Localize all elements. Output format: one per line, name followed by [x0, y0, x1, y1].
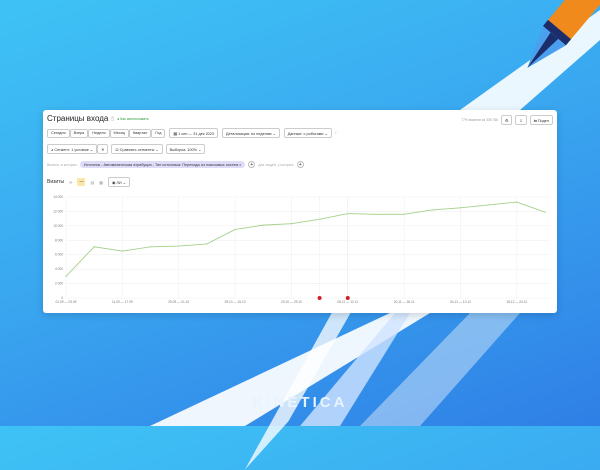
y-tick-label: 0: [61, 296, 63, 300]
date-range-picker[interactable]: ▦ 1 сен — 31 дек 2023: [169, 128, 219, 138]
visits-condition-label: Визиты, в которых: [47, 162, 77, 167]
data-point: [431, 209, 433, 211]
x-tick-label: 04.12 — 10.12: [450, 300, 471, 304]
x-tick-label: 18.12 — 24.12: [506, 300, 527, 304]
annotation-marker: [345, 296, 350, 300]
report-card: Страницы входа ▯ ● Как использовать 77% …: [43, 110, 557, 313]
period-today[interactable]: Сегодня: [47, 128, 70, 138]
scale-label: ЛИ: [116, 180, 122, 185]
add-visit-condition-button[interactable]: +: [248, 161, 256, 168]
sample-label: Выборка: 100%: [169, 147, 197, 152]
detail-label: Детализация: по неделям: [226, 131, 272, 136]
x-tick-label: 09.10 — 15.10: [225, 300, 246, 304]
info-icon: ●: [117, 116, 120, 121]
data-point: [234, 228, 236, 231]
date-range-label: 1 сен — 31 дек 2023: [178, 131, 215, 136]
period-week[interactable]: Неделя: [88, 128, 110, 138]
help-icon[interactable]: ⓘ: [333, 130, 338, 135]
period-month[interactable]: Месяц: [109, 128, 129, 138]
share-label: Подел: [537, 118, 549, 123]
segment-icon: ◕: [51, 147, 54, 152]
bookmark-icon[interactable]: ▯: [111, 115, 115, 122]
y-tick-label: 10 000: [53, 224, 63, 228]
y-tick-label: 12 000: [53, 209, 63, 213]
data-point: [459, 207, 462, 209]
how-to-use-link[interactable]: ● Как использовать: [117, 117, 149, 121]
data-point: [488, 204, 490, 206]
data-point: [206, 243, 208, 245]
x-tick-label: 06.11 — 12.11: [338, 300, 359, 304]
table-button[interactable]: ▦: [99, 179, 104, 185]
brand-logo: KINETICA: [252, 394, 348, 411]
data-point: [516, 201, 518, 203]
people-condition-label: для людей, у которых: [258, 162, 294, 167]
filter-chip-label: Источник - Автоматическая атрибуция - Ти…: [83, 162, 239, 167]
data-point: [544, 211, 546, 213]
remove-icon[interactable]: ×: [239, 162, 242, 167]
data-mode-dropdown[interactable]: Данные: с роботами ⌄: [283, 128, 332, 138]
filter-chip[interactable]: Источник - Автоматическая атрибуция - Ти…: [79, 161, 246, 168]
y-tick-label: 6 000: [55, 253, 63, 257]
y-tick-label: 14 000: [53, 195, 63, 199]
data-point: [121, 250, 123, 252]
period-yesterday[interactable]: Вчера: [69, 128, 89, 138]
data-point: [65, 275, 67, 277]
x-tick-label: 11.09 — 17.09: [112, 300, 133, 304]
data-point: [149, 246, 152, 248]
data-point: [403, 213, 405, 215]
pen-illustration: [527, 0, 600, 68]
data-mode-label: Данные: с роботами: [287, 131, 324, 136]
x-tick-label: 01.09 — 03.09: [56, 300, 77, 304]
compare-segments-dropdown[interactable]: ⚖ Сравнить сегменты ⌄: [111, 144, 163, 154]
x-tick-label: 25.09 — 01.10: [168, 300, 189, 304]
visitors-note: 77% визитов из 335 756: [461, 118, 498, 122]
period-year[interactable]: Год: [151, 128, 166, 138]
compare-label: Сравнить сегменты: [119, 147, 155, 152]
data-point: [93, 246, 95, 248]
sample-dropdown[interactable]: Выборка: 100% ⌄: [165, 144, 206, 154]
data-point: [290, 223, 293, 225]
period-quarter[interactable]: Квартал: [129, 128, 152, 138]
data-point: [375, 213, 377, 215]
compare-icon: ⚖: [115, 147, 119, 152]
detail-dropdown[interactable]: Детализация: по неделям ⌄: [222, 128, 280, 138]
scale-dropdown[interactable]: ◉ ЛИ ⌄: [108, 177, 130, 187]
how-to-use-label: Как использовать: [120, 116, 149, 121]
data-point: [178, 245, 180, 247]
refresh-icon[interactable]: ⟳: [69, 179, 73, 185]
metric-title: Визиты: [47, 179, 65, 185]
segment-label: Сегмент: 1 условие: [54, 147, 89, 152]
segment-dropdown[interactable]: ◕ Сегмент: 1 условие ⌄: [47, 144, 98, 154]
share-icon: ⇆: [533, 118, 537, 123]
scale-icon: ◉: [112, 180, 116, 185]
settings-button[interactable]: ⚙: [500, 115, 513, 125]
annotation-marker: [317, 296, 322, 300]
x-tick-label: 23.10 — 29.10: [281, 300, 302, 304]
line-chart-button[interactable]: 〰: [77, 178, 86, 186]
x-tick-label: 20.11 — 26.11: [394, 300, 415, 304]
data-point: [262, 224, 264, 226]
y-tick-label: 8 000: [55, 238, 63, 242]
y-tick-label: 2 000: [55, 282, 63, 286]
y-tick-label: 4 000: [55, 267, 63, 271]
bar-chart-button[interactable]: ▤: [90, 179, 95, 185]
visits-line-chart: 0 2 000 4 000 6 000 8 000 10 000 12 000 14 000 0…: [53, 195, 550, 304]
add-people-condition-button[interactable]: +: [296, 161, 304, 168]
export-button[interactable]: ⇩: [515, 115, 527, 125]
calendar-icon: ▦: [173, 131, 177, 136]
clear-segment-button[interactable]: ✕: [97, 144, 109, 154]
visits-line: [65, 201, 546, 277]
share-button[interactable]: ⇆ Подел: [529, 115, 553, 125]
page-title: Страницы входа: [47, 114, 109, 123]
